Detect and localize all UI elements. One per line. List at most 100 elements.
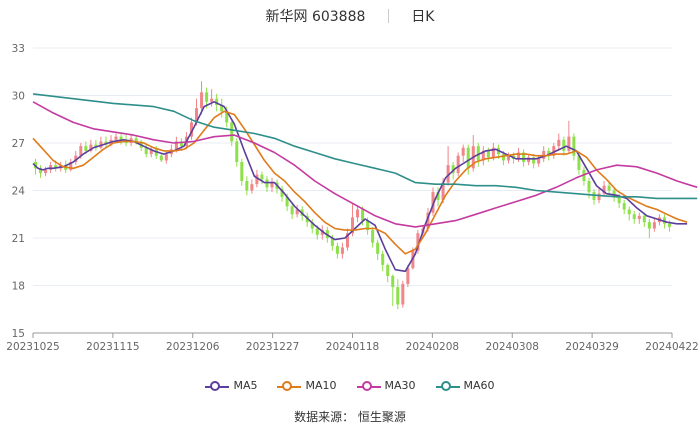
- candle: [557, 133, 561, 151]
- candle-body: [114, 136, 118, 140]
- candle: [532, 154, 536, 169]
- candle: [149, 146, 153, 158]
- candle-body: [149, 149, 153, 155]
- candlestick-chart: 15 18 21 24 27 30 33 20231025 20231115 20231206 20…: [6, 43, 698, 353]
- candle-body: [466, 147, 470, 169]
- candle-body: [270, 182, 274, 188]
- candle: [260, 171, 264, 185]
- candle: [290, 203, 294, 219]
- candle-body: [406, 268, 410, 284]
- candle-body: [200, 92, 204, 109]
- candle-body: [537, 158, 541, 164]
- candle-body: [506, 155, 510, 161]
- candle: [401, 280, 405, 308]
- y-tick-label: 18: [12, 281, 25, 293]
- candle-body: [220, 105, 224, 112]
- candle: [572, 133, 576, 161]
- series-line-ma60: [32, 93, 698, 200]
- candle-body: [205, 92, 209, 102]
- candle-body: [84, 146, 88, 151]
- candle: [381, 250, 385, 272]
- x-tick-label: 20231025: [6, 341, 59, 353]
- candle-body: [340, 247, 344, 254]
- candle: [39, 165, 43, 178]
- candle-body: [89, 144, 93, 151]
- legend-item-ma60[interactable]: MA60: [435, 378, 495, 392]
- candle-body: [134, 138, 138, 142]
- candle-body: [361, 209, 365, 221]
- candle: [320, 225, 324, 240]
- candle-body: [240, 162, 244, 181]
- candle-body: [74, 155, 78, 162]
- candle: [89, 139, 93, 153]
- legend-item-ma30[interactable]: MA30: [356, 379, 416, 392]
- candle-body: [517, 152, 521, 159]
- candle-body: [481, 150, 485, 161]
- candle-body: [592, 192, 596, 200]
- candle-body: [542, 150, 546, 159]
- candle: [99, 136, 103, 150]
- candle: [356, 206, 360, 223]
- candle: [340, 242, 344, 259]
- candle: [431, 187, 435, 216]
- candle-body: [436, 192, 440, 200]
- title-divider: [387, 9, 389, 23]
- candle-body: [476, 146, 480, 161]
- candle: [265, 176, 269, 193]
- candle-body: [617, 196, 621, 204]
- candle-body: [622, 203, 626, 210]
- candle-body: [577, 155, 581, 170]
- candle: [406, 264, 410, 288]
- candle-body: [225, 111, 229, 123]
- series-line-ma30: [32, 101, 698, 228]
- candle: [527, 154, 531, 166]
- candle: [552, 143, 556, 159]
- candle: [74, 150, 78, 166]
- candle-body: [235, 141, 239, 162]
- candle: [345, 228, 349, 251]
- candle-body: [54, 165, 58, 169]
- candle-body: [174, 141, 178, 150]
- legend-item-ma10[interactable]: MA10: [277, 379, 337, 392]
- candle: [335, 242, 339, 259]
- x-tick-label: 20240118: [326, 341, 379, 353]
- legend-item-ma5[interactable]: MA5: [205, 379, 257, 392]
- y-tick-label: 27: [12, 138, 25, 150]
- candle-body: [210, 98, 214, 102]
- candle: [189, 117, 194, 140]
- candle: [310, 219, 314, 234]
- candle-body: [366, 220, 370, 231]
- candle: [250, 179, 254, 194]
- candle: [376, 239, 380, 261]
- candle: [582, 166, 586, 186]
- candle-body: [532, 157, 536, 164]
- candle-body: [330, 238, 334, 246]
- candle-body: [285, 196, 289, 207]
- candle: [602, 181, 606, 197]
- candle-body: [501, 154, 505, 161]
- candle-body: [381, 253, 385, 265]
- candle-body: [315, 228, 319, 235]
- candle-body: [350, 217, 355, 234]
- candle: [179, 138, 183, 151]
- legend-label: MA60: [463, 378, 495, 392]
- candle-body: [295, 209, 299, 215]
- candle-body: [627, 209, 631, 215]
- candle: [245, 176, 249, 196]
- candle-body: [401, 283, 405, 305]
- candle: [607, 181, 611, 196]
- x-tick-label: 20240208: [406, 341, 459, 353]
- candle-body: [567, 136, 571, 151]
- x-tick-label: 20231206: [166, 341, 220, 353]
- candle-body: [255, 174, 259, 185]
- candle: [220, 98, 224, 118]
- candle-body: [552, 146, 556, 156]
- candle-body: [371, 230, 375, 243]
- candle: [446, 146, 450, 186]
- candle-body: [310, 222, 314, 229]
- candles: [34, 81, 671, 310]
- grid-lines: [33, 47, 672, 286]
- candle: [436, 187, 440, 207]
- legend-marker: [435, 380, 460, 392]
- candle-body: [230, 122, 234, 142]
